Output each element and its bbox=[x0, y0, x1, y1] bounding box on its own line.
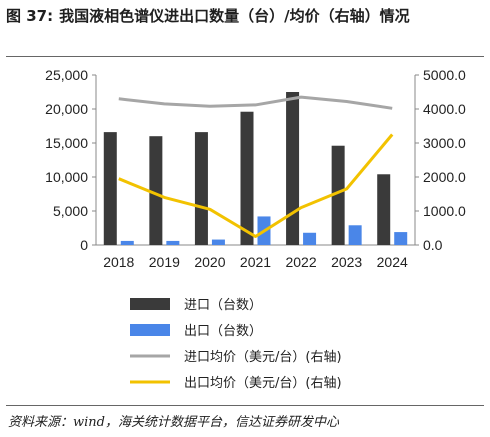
x-tick-label: 2023 bbox=[331, 254, 362, 270]
bar-import-2024 bbox=[377, 174, 391, 245]
y-right-tick-label: 1000.0 bbox=[423, 203, 466, 219]
legend-label-2: 进口均价（美元/台）(右轴) bbox=[184, 350, 342, 365]
x-tick-label: 2024 bbox=[377, 254, 408, 270]
bar-import-2018 bbox=[103, 132, 117, 245]
x-tick-label: 2018 bbox=[103, 254, 134, 270]
y-left-tick-label: 10,000 bbox=[45, 169, 88, 185]
bar-import-2019 bbox=[149, 136, 163, 245]
bar-import-2022 bbox=[286, 92, 300, 245]
y-right-tick-label: 4000.0 bbox=[423, 101, 466, 117]
y-right-tick-label: 3000.0 bbox=[423, 135, 466, 151]
bar-export-2024 bbox=[394, 232, 408, 245]
x-tick-label: 2021 bbox=[240, 254, 271, 270]
bar-export-2022 bbox=[303, 232, 317, 245]
title-divider bbox=[6, 56, 484, 57]
bar-export-2018 bbox=[120, 240, 134, 245]
y-right-tick-label: 5000.0 bbox=[423, 67, 466, 83]
y-left-tick-label: 0 bbox=[80, 237, 88, 253]
bar-import-2023 bbox=[331, 145, 345, 245]
x-tick-label: 2022 bbox=[285, 254, 316, 270]
bar-export-2019 bbox=[166, 240, 180, 245]
bar-import-2020 bbox=[194, 132, 208, 245]
y-right-tick-label: 2000.0 bbox=[423, 169, 466, 185]
legend-label-3: 出口均价（美元/台）(右轴) bbox=[184, 376, 342, 391]
y-left-tick-label: 5,000 bbox=[53, 203, 88, 219]
legend-swatch-0 bbox=[130, 298, 170, 310]
figure-title-text: 我国液相色谱仪进出口数量（台）/均价（右轴）情况 bbox=[59, 7, 410, 25]
line-export-price bbox=[118, 133, 394, 238]
x-tick-label: 2020 bbox=[194, 254, 225, 270]
legend-label-0: 进口（台数） bbox=[184, 298, 262, 313]
x-tick-label: 2019 bbox=[149, 254, 180, 270]
source-note: 资料来源：wind，海关统计数据平台，信达证券研发中心 bbox=[8, 415, 339, 430]
y-left-tick-label: 15,000 bbox=[45, 135, 88, 151]
bar-export-2020 bbox=[211, 239, 225, 245]
legend-label-1: 出口（台数） bbox=[184, 324, 262, 339]
figure-number: 图 37: bbox=[6, 7, 54, 25]
bar-import-2021 bbox=[240, 111, 254, 245]
legend-swatch-1 bbox=[130, 324, 170, 336]
y-right-tick-label: 0.0 bbox=[423, 237, 443, 253]
source-divider bbox=[6, 405, 484, 406]
y-left-tick-label: 20,000 bbox=[45, 101, 88, 117]
line-import-price bbox=[118, 95, 393, 110]
y-left-tick-label: 25,000 bbox=[45, 67, 88, 83]
chart-title: 图 37: 我国液相色谱仪进出口数量（台）/均价（右轴）情况 bbox=[6, 4, 484, 28]
bar-export-2023 bbox=[348, 225, 362, 245]
